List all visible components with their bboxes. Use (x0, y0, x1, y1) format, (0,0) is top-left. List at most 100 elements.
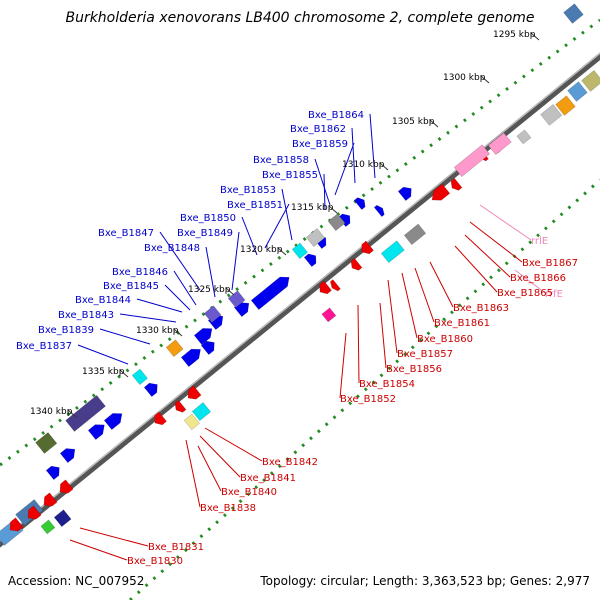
reverse-label-4: rrfE (545, 289, 563, 300)
reverse-label-10: Bxe_B1856 (386, 364, 442, 375)
reverse-gene-5-shape (319, 280, 332, 295)
reverse-leader-10 (379, 302, 387, 369)
rrna-gene-1-shape (453, 144, 491, 178)
reverse-leader-1 (479, 204, 532, 241)
map-title: Burkholderia xenovorans LB400 chromosome… (65, 10, 535, 26)
forward-label-4: Bxe_B1858 (253, 155, 309, 166)
rrna-gene-2-shape (487, 132, 512, 156)
tick-mark-4 (379, 162, 389, 171)
forward-gene-16-shape (373, 204, 385, 218)
genome-summary-text: Topology: circular; Length: 3,363,523 bp… (260, 574, 590, 588)
reverse-leader-7 (414, 267, 435, 323)
cog-gene-k (540, 104, 563, 126)
forward-leader-5 (323, 173, 326, 211)
forward-gene-13 (303, 253, 317, 268)
reverse-leader-13 (204, 427, 263, 462)
reverse-leader-6 (429, 261, 454, 308)
accession-text: Accession: NC_007952 (8, 574, 145, 588)
reverse-label-16: Bxe_B1838 (200, 503, 256, 514)
reverse-gene-1-shape (431, 183, 451, 201)
forward-gene-11-shape (143, 382, 158, 398)
cog-gene-f-shape (35, 432, 58, 454)
forward-gene-15 (353, 197, 366, 211)
tick-label-7: 1325 kbp (188, 285, 231, 295)
forward-leader-6 (281, 188, 293, 241)
backbone-line (0, 52, 600, 548)
cog-gene-h (305, 228, 326, 248)
reverse-gene-11 (43, 492, 58, 507)
reverse-gene-9-shape (187, 385, 202, 400)
cog-gene-e (65, 395, 106, 432)
tick-label-3: 1305 kbp (392, 117, 435, 127)
cog-gene-b-shape (203, 305, 222, 324)
cog-gene-e-shape (65, 395, 106, 432)
tick-label-1: 1295 kbp (493, 30, 536, 40)
reverse-gene-6 (330, 279, 341, 292)
reverse-gene-13 (9, 517, 24, 532)
cog-gene-j (563, 3, 584, 24)
forward-label-3: Bxe_B1859 (292, 139, 348, 150)
forward-leader-14 (136, 298, 183, 313)
reverse-gene-4 (350, 257, 363, 271)
forward-leader-2 (351, 127, 356, 184)
cog-gene-v (53, 509, 72, 528)
tick-mark-1 (530, 32, 540, 41)
forward-label-1: Bxe_B1864 (308, 110, 364, 121)
forward-leader-3 (334, 142, 355, 196)
cog-gene-x (516, 129, 532, 145)
forward-label-15: Bxe_B1843 (58, 310, 114, 321)
cog-gene-j-shape (563, 3, 584, 24)
reverse-label-9: Bxe_B1857 (397, 349, 453, 360)
cog-gene-d (131, 368, 148, 386)
backbone-highlight (0, 52, 600, 542)
reverse-label-18: Bxe_B1830 (127, 556, 183, 567)
cog-gene-i (327, 213, 346, 232)
tick-label-2: 1300 kbp (443, 73, 486, 83)
cog-gene-h-shape (305, 228, 326, 248)
reverse-gene-1 (431, 183, 451, 201)
reverse-label-12: Bxe_B1852 (340, 394, 396, 405)
cog-gene-s-shape (321, 307, 337, 323)
forward-gene-10 (45, 465, 60, 481)
forward-gene-10-shape (45, 465, 60, 481)
cog-gene-m-shape (567, 81, 588, 102)
forward-label-5: Bxe_B1855 (262, 170, 318, 181)
forward-gene-14-shape (337, 213, 351, 228)
forward-gene-15-shape (353, 197, 366, 211)
cog-gene-w (40, 519, 56, 535)
forward-label-8: Bxe_B1850 (180, 213, 236, 224)
forward-gene-8 (87, 424, 105, 441)
reverse-leader-2 (469, 221, 523, 263)
reverse-label-8: Bxe_B1860 (417, 334, 473, 345)
cog-gene-i-shape (327, 213, 346, 232)
forward-leader-13 (164, 284, 191, 311)
reverse-gene-3 (361, 240, 374, 255)
forward-leader-8 (241, 216, 258, 256)
reverse-gene-4-shape (350, 257, 363, 271)
reverse-gene-8 (174, 399, 187, 413)
forward-label-7: Bxe_B1851 (227, 200, 283, 211)
cog-gene-l (555, 95, 576, 116)
forward-leader-16 (99, 328, 151, 345)
reverse-gene-10-shape (59, 479, 74, 494)
gene-features (0, 3, 600, 546)
cog-gene-u-shape (191, 402, 212, 422)
tick-mark-2 (480, 75, 490, 84)
forward-gene-14 (337, 213, 351, 228)
rrna-gene-1 (453, 144, 491, 178)
cog-gene-r (403, 223, 427, 246)
forward-leader-9 (231, 231, 240, 291)
reverse-label-17: Bxe_B1831 (148, 542, 204, 553)
reverse-gene-12 (27, 505, 42, 520)
cog-gene-t (183, 413, 200, 431)
forward-gene-8-shape (87, 424, 105, 441)
forward-gene-17 (397, 186, 412, 202)
reverse-gene-5 (319, 280, 332, 295)
cog-gene-q (380, 240, 405, 264)
reverse-gene-10 (59, 479, 74, 494)
forward-gene-5-shape (180, 348, 201, 368)
forward-leader-15 (119, 313, 177, 323)
reverse-gene-7 (154, 411, 167, 426)
